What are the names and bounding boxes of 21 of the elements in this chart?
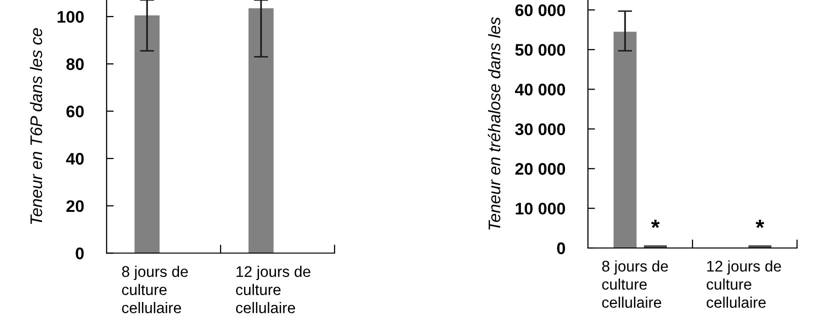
x-tick-label: 12 jours de culture cellulaire (236, 266, 310, 314)
y-tick-label: 0 (557, 242, 566, 254)
y-axis-title: Teneur en T6P dans les ce (30, 28, 42, 224)
y-tick-label: 60 000 (515, 4, 566, 16)
y-tick-label: 50 000 (515, 44, 566, 56)
y-axis-title: Teneur en tréhalose dans les (488, 17, 500, 230)
x-tick-label: 8 jours de culture cellulaire (122, 266, 188, 314)
x-tick-label: 12 jours de culture cellulaire (706, 260, 781, 308)
y-tick-label: 30 000 (515, 123, 566, 136)
annotation: * (651, 220, 660, 228)
y-tick-label: 10 000 (516, 202, 566, 215)
y-tick-label: 60 (66, 106, 84, 118)
y-tick-label: 20 (66, 200, 84, 212)
annotation: * (756, 220, 764, 228)
y-tick-label: 100 (58, 10, 84, 23)
x-tick-label: 8 jours de culture cellulaire (602, 260, 668, 308)
y-tick-label: 80 (66, 58, 84, 70)
y-tick-label: 40 (66, 152, 84, 165)
y-tick-label: 0 (76, 248, 84, 260)
y-tick-label: 40 000 (515, 84, 566, 96)
y-tick-label: 20 000 (515, 163, 566, 175)
